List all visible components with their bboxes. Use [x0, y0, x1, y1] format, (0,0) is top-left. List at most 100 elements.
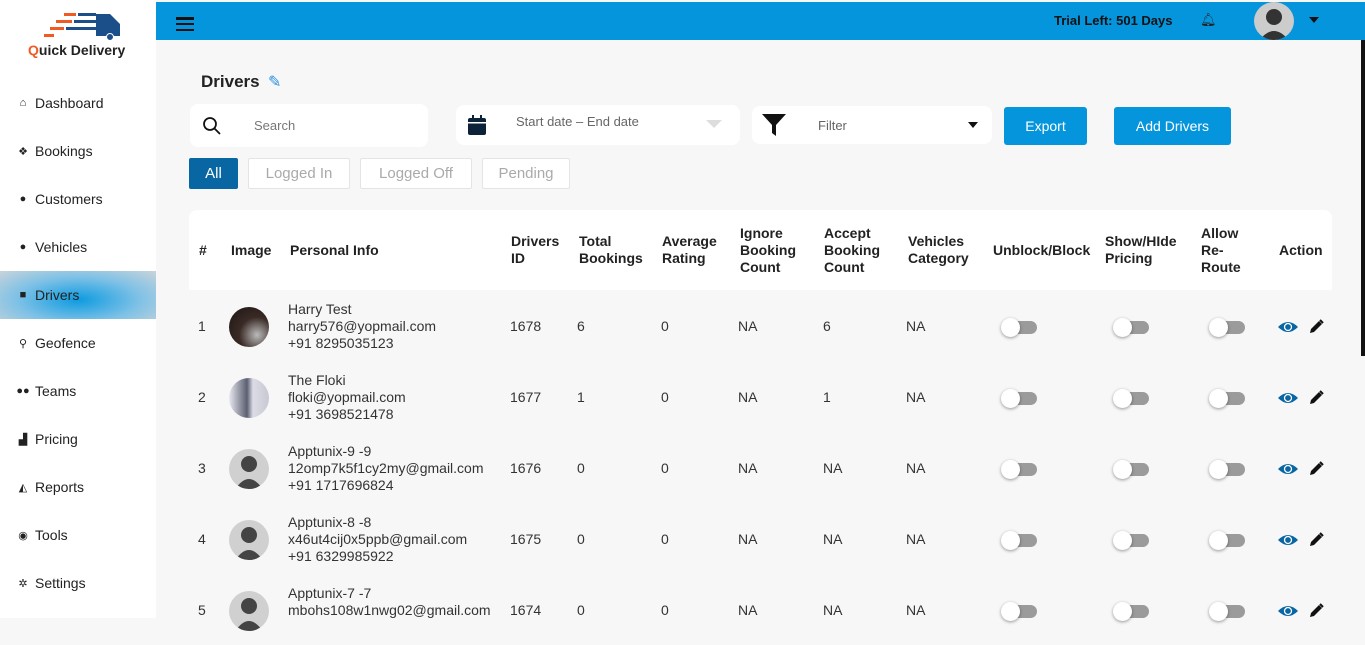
sidebar-item-reports[interactable]: ◭ Reports	[0, 463, 156, 511]
show-pricing-toggle[interactable]	[1113, 530, 1149, 550]
column-header: Show/HIde Pricing	[1105, 233, 1177, 266]
scrollbar[interactable]	[1361, 40, 1365, 356]
edit-pencil-icon[interactable]	[1309, 319, 1324, 334]
driver-email: x46ut4cij0x5ppb@gmail.com	[288, 531, 468, 547]
total-bookings: 1	[577, 389, 585, 405]
driver-id: 1677	[510, 389, 542, 405]
sidebar-item-label: Teams	[35, 383, 77, 399]
sidebar-item-label: Geofence	[35, 335, 96, 351]
view-eye-icon[interactable]	[1278, 534, 1298, 546]
user-avatar[interactable]	[1254, 2, 1294, 40]
show-pricing-toggle[interactable]	[1113, 601, 1149, 621]
view-eye-icon[interactable]	[1278, 463, 1298, 475]
accept-booking-count: NA	[823, 460, 843, 476]
show-pricing-toggle[interactable]	[1113, 388, 1149, 408]
export-button[interactable]: Export	[1004, 107, 1087, 145]
edit-pencil-icon[interactable]	[1309, 390, 1324, 405]
menu-toggle-icon[interactable]	[176, 17, 194, 31]
view-eye-icon[interactable]	[1278, 321, 1298, 333]
sidebar-item-bookings[interactable]: ❖ Bookings	[0, 127, 156, 175]
view-eye-icon[interactable]	[1278, 605, 1298, 617]
edit-pencil-icon[interactable]	[1309, 461, 1324, 476]
ignore-booking-count: NA	[738, 318, 758, 334]
tab-logged-off[interactable]: Logged Off	[360, 158, 472, 189]
block-toggle[interactable]	[1001, 388, 1037, 408]
add-drivers-button[interactable]: Add Drivers	[1114, 107, 1231, 145]
sidebar-item-dashboard[interactable]: ⌂ Dashboard	[0, 79, 156, 127]
driver-email: floki@yopmail.com	[288, 389, 406, 405]
column-header: Accept Booking Count	[824, 224, 880, 275]
column-header: Unblock/Block	[993, 241, 1091, 258]
logo[interactable]: Quick Delivery	[28, 12, 138, 62]
column-header: Drivers ID	[511, 233, 560, 266]
date-range-picker[interactable]: Start date – End date	[456, 105, 740, 145]
block-toggle[interactable]	[1001, 530, 1037, 550]
tab-all[interactable]: All	[189, 158, 238, 189]
map-marker-icon: ⚲	[18, 337, 28, 350]
tab-logged-in[interactable]: Logged In	[248, 158, 350, 189]
column-header: Image	[231, 241, 272, 258]
edit-title-icon[interactable]: ✎	[268, 74, 282, 91]
sidebar-item-teams[interactable]: ●● Teams	[0, 367, 156, 415]
show-pricing-toggle[interactable]	[1113, 459, 1149, 479]
driver-photo	[229, 307, 269, 347]
show-pricing-toggle[interactable]	[1113, 317, 1149, 337]
sidebar-item-label: Customers	[35, 191, 103, 207]
filter-icon	[762, 114, 786, 136]
sidebar-item-label: Drivers	[35, 287, 80, 303]
dropdown-arrow-icon	[706, 120, 722, 128]
sidebar-item-vehicles[interactable]: ● Vehicles	[0, 223, 156, 271]
default-avatar-icon	[229, 591, 269, 631]
sidebar-item-drivers[interactable]: ■ Drivers	[0, 271, 156, 319]
sidebar: Quick Delivery ⌂ Dashboard ❖ Bookings ● Custo…	[0, 0, 156, 618]
allow-reroute-toggle[interactable]	[1209, 530, 1245, 550]
driver-name: Apptunix-9 -9	[288, 443, 372, 459]
driver-phone: +91 6329985922	[288, 548, 394, 564]
allow-reroute-toggle[interactable]	[1209, 601, 1245, 621]
vehicles-category: NA	[906, 531, 926, 547]
allow-reroute-toggle[interactable]	[1209, 317, 1245, 337]
dropbox-icon: ❖	[18, 145, 28, 158]
vehicles-category: NA	[906, 318, 926, 334]
driver-email: harry576@yopmail.com	[288, 318, 437, 334]
user-menu-caret-icon[interactable]	[1309, 17, 1319, 23]
allow-reroute-toggle[interactable]	[1209, 388, 1245, 408]
accept-booking-count: 1	[823, 389, 831, 405]
trial-status: Trial Left: 501 Days	[1054, 13, 1173, 28]
total-bookings: 6	[577, 318, 585, 334]
block-toggle[interactable]	[1001, 459, 1037, 479]
column-header: Vehicles Category	[908, 233, 969, 266]
driver-id: 1674	[510, 602, 542, 618]
average-rating: 0	[661, 531, 669, 547]
table-row: 1 Harry Test harry576@yopmail.com +91 82950…	[189, 290, 1332, 361]
sidebar-item-customers[interactable]: ● Customers	[0, 175, 156, 223]
row-number: 1	[198, 318, 206, 334]
edit-pencil-icon[interactable]	[1309, 603, 1324, 618]
average-rating: 0	[661, 389, 669, 405]
sidebar-item-tools[interactable]: ◉ Tools	[0, 511, 156, 559]
calendar-icon	[468, 115, 486, 135]
ignore-booking-count: NA	[738, 460, 758, 476]
block-toggle[interactable]	[1001, 601, 1037, 621]
bell-icon[interactable]: 🔔︎	[1200, 12, 1217, 27]
driver-id: 1676	[510, 460, 542, 476]
sidebar-item-label: Vehicles	[35, 239, 88, 255]
sidebar-item-pricing[interactable]: ▟ Pricing	[0, 415, 156, 463]
vehicles-category: NA	[906, 460, 926, 476]
row-number: 5	[198, 602, 206, 618]
allow-reroute-toggle[interactable]	[1209, 459, 1245, 479]
truck-logo-icon	[44, 13, 120, 41]
vehicles-category: NA	[906, 389, 926, 405]
sidebar-item-settings[interactable]: ✲ Settings	[0, 559, 156, 607]
pricing-icon: ▟	[18, 433, 28, 446]
filter-select[interactable]: Filter	[752, 106, 992, 144]
edit-pencil-icon[interactable]	[1309, 532, 1324, 547]
search-icon	[203, 116, 221, 135]
search-input[interactable]: Search	[190, 104, 428, 147]
block-toggle[interactable]	[1001, 317, 1037, 337]
tab-pending[interactable]: Pending	[482, 158, 570, 189]
sidebar-item-geofence[interactable]: ⚲ Geofence	[0, 319, 156, 367]
driver-phone: +91 8295035123	[288, 335, 394, 351]
sidebar-item-label: Dashboard	[35, 95, 104, 111]
view-eye-icon[interactable]	[1278, 392, 1298, 404]
